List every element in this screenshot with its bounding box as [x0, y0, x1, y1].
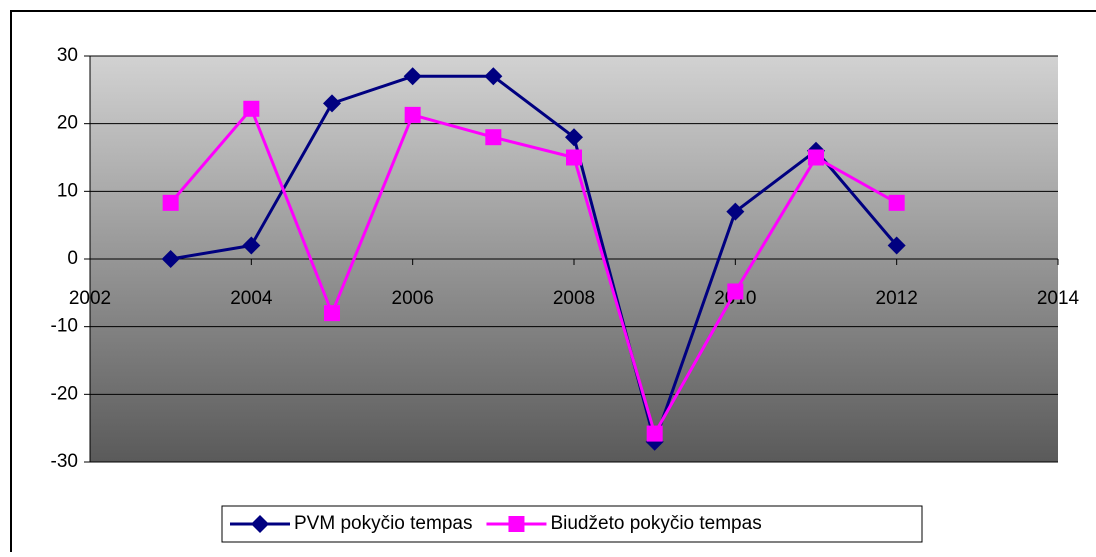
data-point — [565, 128, 583, 147]
data-point — [162, 194, 179, 211]
data-point — [324, 305, 340, 322]
series-line — [170, 74, 898, 447]
legend-marker — [251, 515, 269, 533]
x-tick-label: 2006 — [392, 288, 434, 309]
x-tick-label: 2008 — [553, 288, 595, 309]
x-tick-label: 2012 — [876, 288, 918, 309]
data-point — [888, 194, 905, 211]
data-point — [403, 67, 422, 86]
data-point — [887, 236, 906, 255]
y-tick-label: 30 — [57, 45, 78, 66]
legend-label: Biudžeto pokyčio tempas — [550, 513, 761, 534]
x-tick-label: 2014 — [1037, 288, 1080, 309]
data-point — [646, 425, 663, 442]
y-tick-label: -10 — [51, 316, 78, 337]
data-point — [485, 129, 502, 146]
legend-label: PVM pokyčio tempas — [294, 513, 472, 534]
y-tick-label: -30 — [51, 451, 78, 472]
data-point — [808, 149, 824, 166]
x-tick-label: 2002 — [69, 288, 111, 309]
data-point — [566, 149, 582, 166]
legend-marker — [508, 516, 525, 532]
data-point — [484, 67, 503, 86]
y-tick-label: 10 — [57, 180, 78, 201]
y-tick-label: 0 — [67, 248, 78, 269]
data-point — [726, 202, 745, 221]
y-tick-label: -20 — [51, 383, 78, 404]
x-tick-label: 2004 — [230, 288, 273, 309]
data-point — [161, 250, 180, 268]
data-point — [323, 94, 341, 113]
data-point — [404, 106, 421, 123]
data-point — [243, 100, 260, 117]
legend — [221, 505, 923, 543]
y-tick-label: 20 — [57, 113, 78, 134]
data-point — [727, 283, 744, 300]
data-point — [242, 236, 261, 255]
series-line — [169, 105, 898, 438]
